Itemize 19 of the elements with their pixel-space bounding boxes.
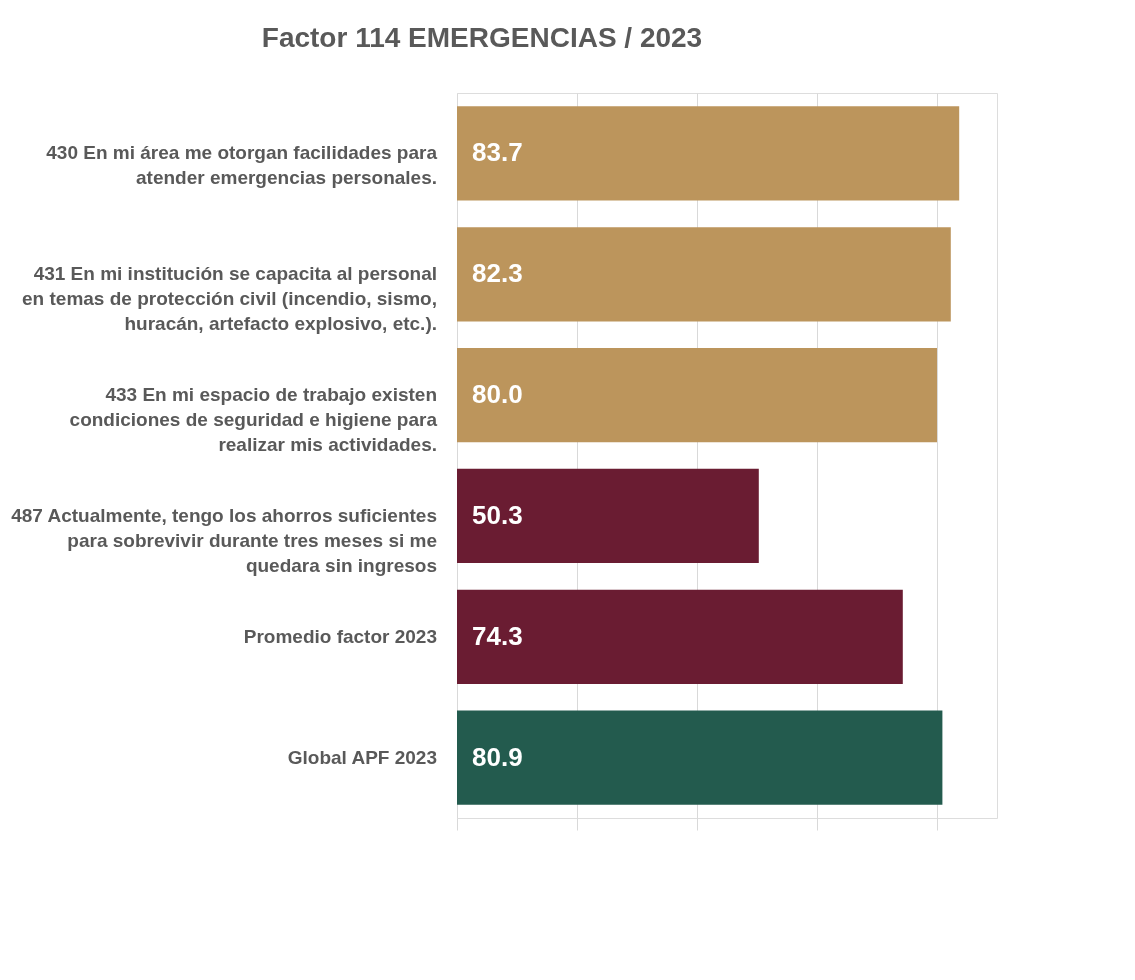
bar <box>457 468 759 564</box>
y-tick-label: 433 En mi espacio de trabajo existen condiciones de seguridad e higiene para realizar mis actividades. <box>69 384 438 456</box>
data-label: 80.0 <box>472 379 523 410</box>
y-tick-label: Promedio factor 2023 <box>243 625 437 647</box>
data-label: 74.3 <box>472 620 523 651</box>
y-tick-label: 431 En mi institución se capacita al personal en temas de protección civil (incendio, sismo, huracán, artefacto explosivo, etc.). <box>22 263 437 335</box>
bar <box>457 347 937 443</box>
bar <box>457 589 903 684</box>
bar <box>457 710 943 805</box>
data-label: 50.3 <box>472 499 523 530</box>
y-tick-label: Global APF 2023 <box>287 746 437 768</box>
bar <box>457 106 960 201</box>
y-tick-label: 487 Actualmente, tengo los ahorros suficientes para sobrevivir durante tres meses si me quedara sin ingresos <box>11 504 437 576</box>
bar <box>457 227 951 322</box>
data-label: 83.7 <box>472 137 523 168</box>
data-label: 80.9 <box>472 741 523 772</box>
y-tick-label: 430 En mi área me otorgan facilidades para atender emergencias personales. <box>46 142 438 189</box>
chart-title: Factor 114 EMERGENCIAS / 2023 <box>261 22 703 53</box>
data-label: 82.3 <box>472 258 523 289</box>
